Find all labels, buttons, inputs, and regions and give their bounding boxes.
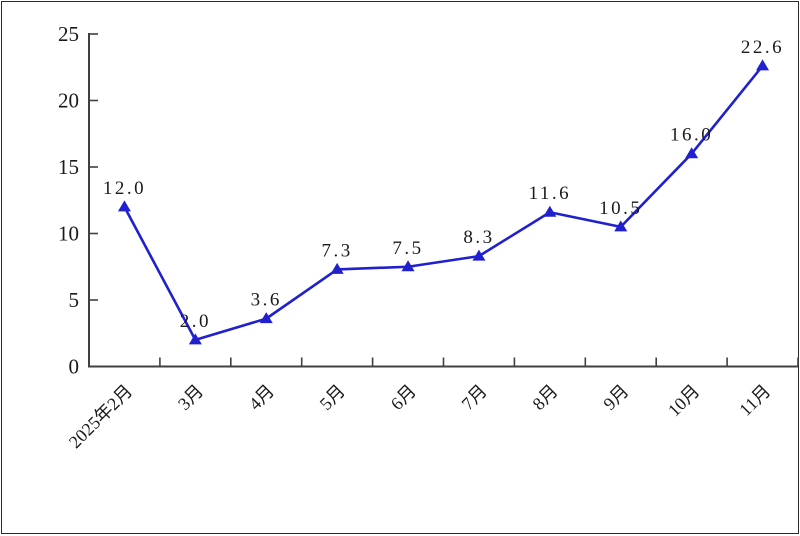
x-category-label: 2025年2月 — [65, 381, 136, 452]
x-category-label: 8月 — [528, 381, 561, 414]
x-category-label: 11月 — [735, 381, 774, 420]
x-category-label: 4月 — [245, 381, 278, 414]
x-category-label: 10月 — [664, 381, 704, 421]
data-point-marker — [259, 312, 273, 324]
y-tick-label: 10 — [58, 222, 79, 246]
data-label: 7.5 — [392, 238, 423, 259]
data-point-marker — [543, 205, 557, 217]
data-label: 11.6 — [529, 183, 572, 204]
data-point-marker — [472, 249, 486, 261]
data-label: 2.0 — [180, 311, 211, 332]
data-line — [123, 64, 764, 342]
y-tick-label: 0 — [69, 355, 80, 379]
x-category-label: 3月 — [174, 381, 207, 414]
data-point-marker — [756, 59, 770, 71]
y-tick-label: 5 — [69, 288, 80, 312]
data-point-marker — [188, 333, 202, 345]
y-tick-label: 20 — [58, 89, 79, 113]
data-point-marker — [401, 260, 415, 272]
data-label: 10.5 — [599, 198, 642, 219]
data-point-marker — [614, 220, 628, 232]
x-category-label: 7月 — [458, 381, 491, 414]
data-label: 16.0 — [670, 125, 713, 146]
y-tick-label: 15 — [58, 155, 79, 179]
data-label: 12.0 — [103, 178, 146, 199]
data-label: 8.3 — [463, 227, 494, 248]
x-category-label: 5月 — [316, 381, 349, 414]
data-label: 3.6 — [251, 290, 282, 311]
data-point-marker — [117, 200, 131, 212]
data-point-marker — [330, 262, 344, 274]
y-tick-label: 25 — [58, 22, 79, 46]
x-category-label: 9月 — [599, 381, 632, 414]
x-category-label: 6月 — [387, 381, 420, 414]
data-label: 22.6 — [741, 37, 784, 58]
data-point-marker — [685, 147, 699, 159]
data-label: 7.3 — [322, 240, 353, 261]
